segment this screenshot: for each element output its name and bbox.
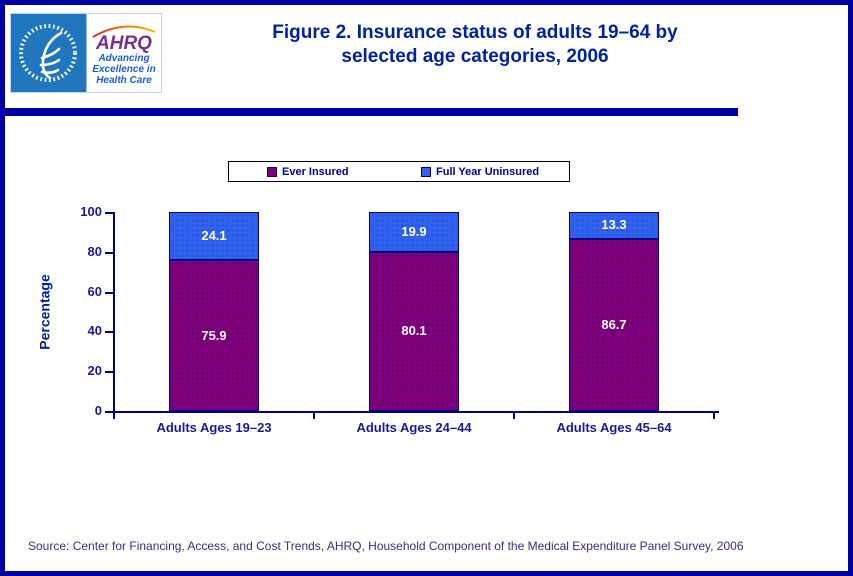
bar-segment: 86.7 (569, 238, 659, 411)
ahrq-wordmark: AHRQ (96, 32, 152, 54)
chart-legend: Ever Insured Full Year Uninsured (228, 161, 570, 182)
bar-texture (570, 239, 658, 410)
y-tick-label: 60 (87, 284, 102, 299)
y-tick-label: 20 (87, 363, 102, 378)
bar-texture (370, 213, 458, 251)
legend-swatch-icon (267, 166, 277, 177)
y-axis-line (113, 212, 115, 413)
bar-segment: 24.1 (169, 212, 259, 260)
ahrq-logo: AHRQ Advancing Excellence in Health Care (86, 14, 161, 92)
y-tick-mark (105, 252, 113, 254)
bar-segment: 19.9 (369, 212, 459, 252)
ahrq-tagline-line2: Excellence in (92, 63, 156, 75)
bar-value-label: 80.1 (401, 323, 427, 339)
y-tick-label: 80 (87, 244, 102, 259)
figure-title-line1: Figure 2. Insurance status of adults 19–… (272, 22, 678, 43)
x-category-label: Adults Ages 45–64 (556, 420, 672, 435)
legend-swatch-icon (421, 166, 431, 177)
legend-item: Ever Insured (267, 166, 349, 178)
figure-title-line2: selected age categories, 2006 (341, 46, 609, 67)
y-tick-mark (105, 292, 113, 294)
x-tick-mark (713, 413, 715, 419)
legend-label: Ever Insured (282, 165, 349, 178)
y-axis-title: Percentage (37, 273, 54, 350)
bar-segment: 80.1 (369, 251, 459, 411)
source-note: Source: Center for Financing, Access, an… (28, 539, 744, 553)
y-tick-mark (105, 411, 113, 413)
bar-texture (170, 213, 258, 259)
bar-value-label: 86.7 (601, 316, 627, 332)
bar-value-label: 13.3 (601, 217, 627, 233)
bar-texture (170, 261, 258, 410)
bar-texture (570, 213, 658, 238)
y-tick-mark (105, 371, 113, 373)
bar-texture (370, 252, 458, 410)
x-category-label: Adults Ages 24–44 (356, 420, 472, 435)
bar-value-label: 24.1 (201, 228, 227, 243)
ahrq-tagline-line3: Health Care (96, 74, 152, 86)
x-axis-line (113, 411, 719, 413)
bar-segment: 75.9 (169, 260, 259, 411)
y-tick-mark (105, 331, 113, 333)
x-tick-mark (313, 413, 315, 419)
figure-title: Figure 2. Insurance status of adults 19–… (180, 21, 770, 69)
y-tick-label: 0 (94, 403, 102, 418)
y-tick-mark (105, 212, 113, 214)
y-tick-label: 100 (80, 204, 102, 219)
x-category-label: Adults Ages 19–23 (156, 420, 272, 435)
x-tick-mark (513, 413, 515, 419)
bar-value-label: 19.9 (401, 223, 427, 239)
legend-item: Full Year Uninsured (421, 166, 539, 178)
x-tick-mark (113, 413, 115, 419)
bar-segment: 13.3 (569, 212, 659, 239)
ahrq-arc-icon (92, 25, 156, 38)
legend-label: Full Year Uninsured (436, 165, 540, 178)
bar-value-label: 75.9 (201, 327, 227, 343)
agency-logo: AHRQ Advancing Excellence in Health Care (10, 13, 162, 93)
ahrq-tagline-line1: Advancing (98, 52, 150, 64)
y-tick-label: 40 (87, 323, 102, 338)
hhs-eagle-seal-icon (11, 14, 86, 92)
header-divider-bar (0, 108, 738, 116)
